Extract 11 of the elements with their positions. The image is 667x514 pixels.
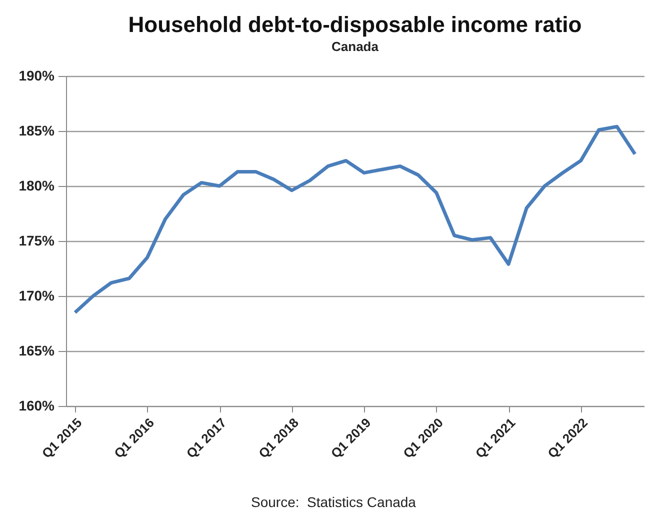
y-tick-label: 165% [18,342,56,358]
chart-title: Household debt-to-disposable income ratio [128,12,582,37]
chart-subtitle: Canada [332,39,380,54]
y-tick-label: 170% [18,288,56,304]
y-tick-label: 185% [18,122,56,138]
line-series [73,124,637,314]
source-note: Source: Statistics Canada [250,494,417,510]
y-tick-label: 175% [18,232,56,248]
y-tick-label: 180% [18,178,56,194]
y-tick-label: 160% [18,398,56,414]
y-tick-label: 190% [18,68,56,84]
